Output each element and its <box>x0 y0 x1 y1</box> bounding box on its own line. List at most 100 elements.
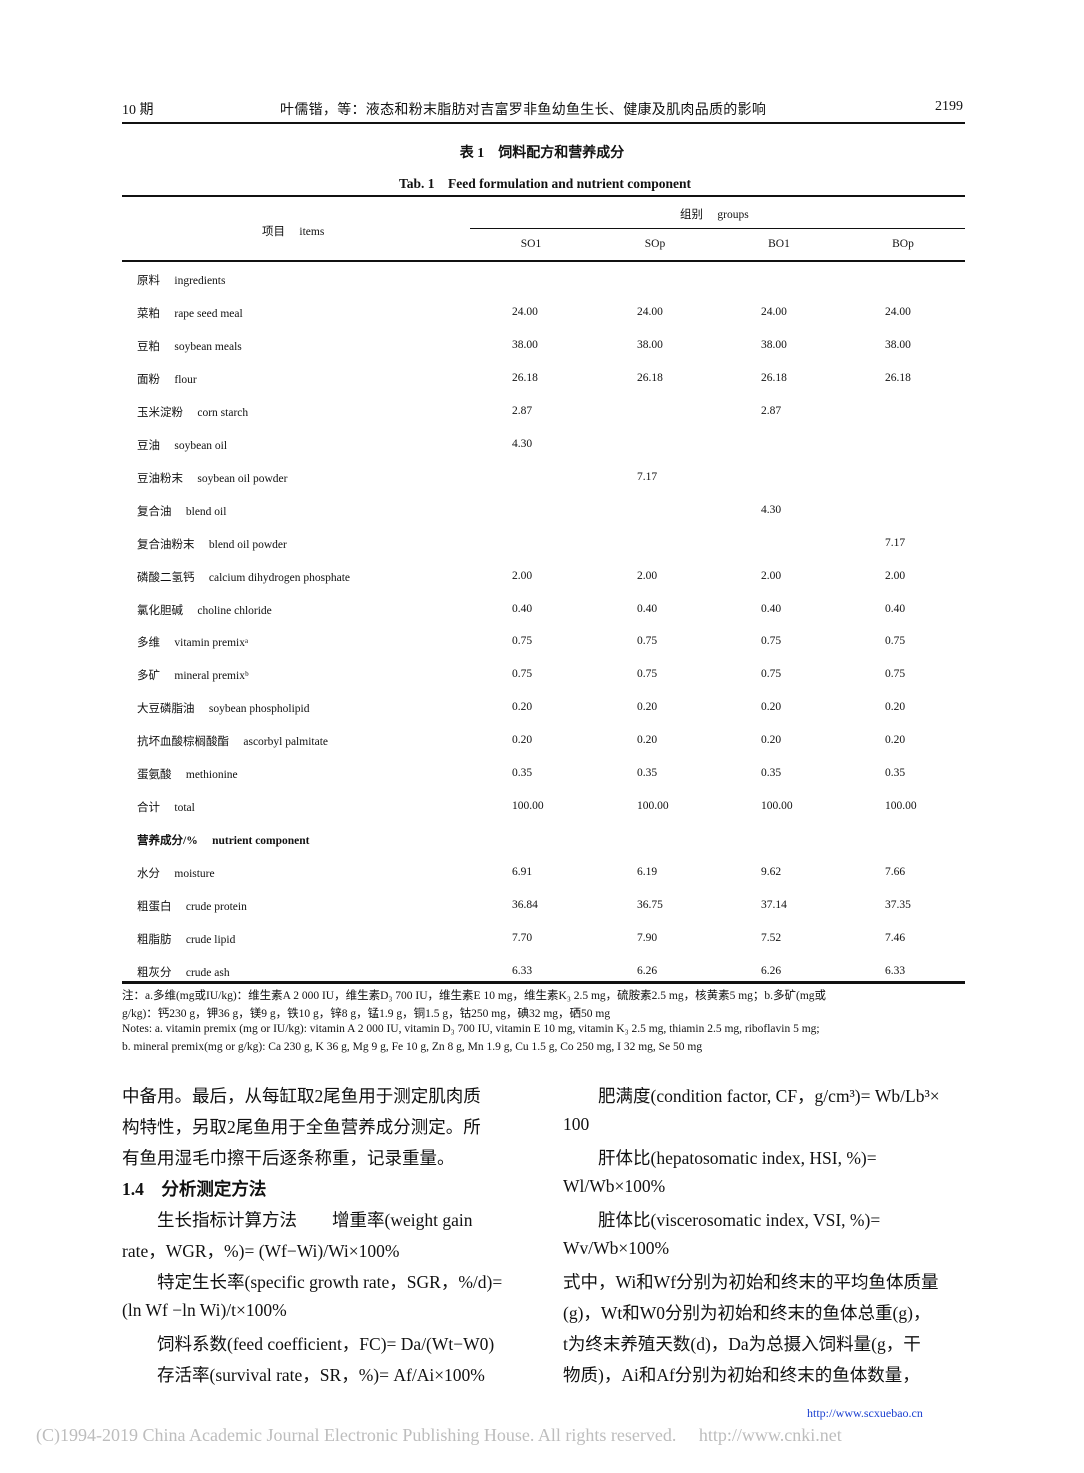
table-cell: 6.26 <box>761 964 782 977</box>
table-cell: 7.17 <box>637 470 658 483</box>
body-text-line: (g)，Wt和W0分别为初始和终末的鱼体总重(g)， <box>563 1303 931 1323</box>
table-cell: 0.35 <box>512 767 533 780</box>
table-cell: 36.84 <box>512 899 538 912</box>
table-cell: 2.00 <box>637 569 658 582</box>
row-label: 复合油 blend oil <box>137 505 227 518</box>
table-bottom-rule <box>122 981 965 984</box>
body-text-line: rate，WGR，%)= (Wf−Wi)/Wi×100% <box>122 1241 400 1261</box>
body-text-line: 存活率(survival rate，SR，%)= Af/Ai×100% <box>122 1365 485 1385</box>
body-text-line: t为终末养殖天数(d)，Da为总摄入饲料量(g，干 <box>563 1334 921 1354</box>
table-cell: 37.35 <box>885 899 911 912</box>
table-cell: 0.40 <box>512 602 533 615</box>
issue-number: 10 期 <box>122 103 154 118</box>
body-text-line: 中备用。最后，从每缸取2尾鱼用于测定肌肉质 <box>122 1086 481 1106</box>
table-cell: 26.18 <box>885 371 911 384</box>
table-cell: 4.30 <box>761 503 782 516</box>
table-cell: 7.46 <box>885 932 906 944</box>
body-text-line: 构特性，另取2尾鱼用于全鱼营养成分测定。所 <box>122 1117 481 1137</box>
table-cell: 36.75 <box>637 899 663 912</box>
table-cell: 100.00 <box>885 800 917 813</box>
body-text-line: 脏体比(viscerosomatic index, VSI, %)= <box>563 1210 881 1230</box>
table-cell: 7.17 <box>885 536 906 549</box>
row-label: 营养成分/% nutrient component <box>137 835 310 848</box>
row-label: 玉米淀粉 corn starch <box>137 406 249 419</box>
table-cell: 38.00 <box>637 338 663 351</box>
table-cell: 2.00 <box>885 569 906 582</box>
table-cell: 24.00 <box>512 305 538 318</box>
table-cell: 37.14 <box>761 899 787 912</box>
body-text-line: 式中，Wi和Wf分别为初始和终末的平均鱼体质量 <box>563 1272 939 1292</box>
body-text-line: 有鱼用湿毛巾擦干后逐条称重，记录重量。 <box>122 1148 455 1168</box>
table-cell: 0.40 <box>761 602 782 615</box>
table-cell: 2.87 <box>761 404 782 417</box>
table-cell: 7.52 <box>761 932 782 944</box>
table-cell: 0.35 <box>761 767 782 780</box>
body-text-line: 肝体比(hepatosomatic index, HSI, %)= <box>563 1148 877 1168</box>
table-title-cn: 表 1 饲料配方和营养成分 <box>459 146 625 161</box>
table-cell: 0.75 <box>761 668 782 681</box>
table-cell: 0.20 <box>512 701 533 714</box>
table-cell: 0.20 <box>512 734 533 747</box>
table-note: Notes: a. vitamin premix (mg or IU/kg): … <box>122 1023 820 1035</box>
table-top-rule <box>122 195 965 197</box>
column-header: SO1 <box>520 238 542 250</box>
table-cell: 38.00 <box>761 338 787 351</box>
page-number: 2199 <box>935 99 963 114</box>
table-cell: 0.35 <box>885 767 906 780</box>
row-label: 抗坏血酸棕榈酸酯 ascorbyl palmitate <box>137 736 328 749</box>
header-rule <box>122 122 965 124</box>
table-cell: 38.00 <box>885 338 911 351</box>
table-cell: 0.20 <box>637 701 658 714</box>
table-cell: 26.18 <box>761 371 787 384</box>
body-text-line: 生长指标计算方法 增重率(weight gain <box>122 1210 473 1230</box>
table-cell: 26.18 <box>637 371 663 384</box>
table-cell: 2.00 <box>761 569 782 582</box>
body-text-line: 1.4 分析测定方法 <box>122 1179 267 1199</box>
table-cell: 0.35 <box>637 767 658 780</box>
row-label: 豆粕 soybean meals <box>137 340 242 353</box>
table-cell: 0.40 <box>885 602 906 615</box>
table-cell: 38.00 <box>512 338 538 351</box>
journal-link[interactable]: http://www.scxuebao.cn <box>807 1406 923 1420</box>
table-note: 注：a.多维(mg或IU/kg)：维生素A 2 000 IU，维生素D₃ 700… <box>122 990 827 1002</box>
table-cell: 2.00 <box>512 569 533 582</box>
row-label: 多矿 mineral premixᵇ <box>137 670 249 683</box>
row-label: 原料 ingredients <box>137 275 226 287</box>
table-cell: 24.00 <box>761 305 787 318</box>
row-label: 粗脂肪 crude lipid <box>137 934 236 946</box>
table-cell: 0.75 <box>512 635 533 648</box>
row-label: 合计 total <box>137 802 195 815</box>
row-label: 豆油 soybean oil <box>137 439 228 452</box>
table-cell: 0.20 <box>885 701 906 714</box>
table-cell: 0.75 <box>637 668 658 681</box>
table-note: b. mineral premix(mg or g/kg): Ca 230 g,… <box>122 1041 703 1053</box>
items-header: 项目 items <box>262 226 325 238</box>
table-cell: 6.33 <box>512 964 533 977</box>
row-label: 水分 moisture <box>137 868 215 881</box>
table-cell: 100.00 <box>637 800 669 813</box>
row-label: 复合油粉末 blend oil powder <box>137 538 287 551</box>
table-cell: 0.20 <box>637 734 658 747</box>
body-text-line: 肥满度(condition factor, CF，g/cm³)= Wb/Lb³× <box>563 1086 940 1106</box>
body-text-line: (ln Wf −ln Wi)/t×100% <box>122 1300 287 1320</box>
table-cell: 24.00 <box>885 305 911 318</box>
body-text-line: 饲料系数(feed coefficient，FC)= Da/(Wt−W0) <box>122 1334 495 1354</box>
table-cell: 4.30 <box>512 437 533 450</box>
row-label: 蛋氨酸 methionine <box>137 769 238 782</box>
table-cell: 0.75 <box>637 635 658 648</box>
body-text-line: Wl/Wb×100% <box>563 1176 666 1196</box>
row-label: 面粉 flour <box>137 373 197 386</box>
table-cell: 24.00 <box>637 305 663 318</box>
table-cell: 0.20 <box>885 734 906 747</box>
body-text-line: Wv/Wb×100% <box>563 1238 670 1258</box>
column-header: BOp <box>892 238 914 250</box>
row-label: 多维 vitamin premixᵃ <box>137 637 249 650</box>
table-cell: 6.33 <box>885 964 906 977</box>
table-cell: 0.75 <box>761 635 782 648</box>
table-cell: 9.62 <box>761 866 782 879</box>
groups-rule <box>470 228 965 229</box>
table-cell: 0.75 <box>512 668 533 681</box>
copyright-watermark: (C)1994-2019 China Academic Journal Elec… <box>36 1425 842 1445</box>
row-label: 大豆磷脂油 soybean phospholipid <box>137 703 310 716</box>
